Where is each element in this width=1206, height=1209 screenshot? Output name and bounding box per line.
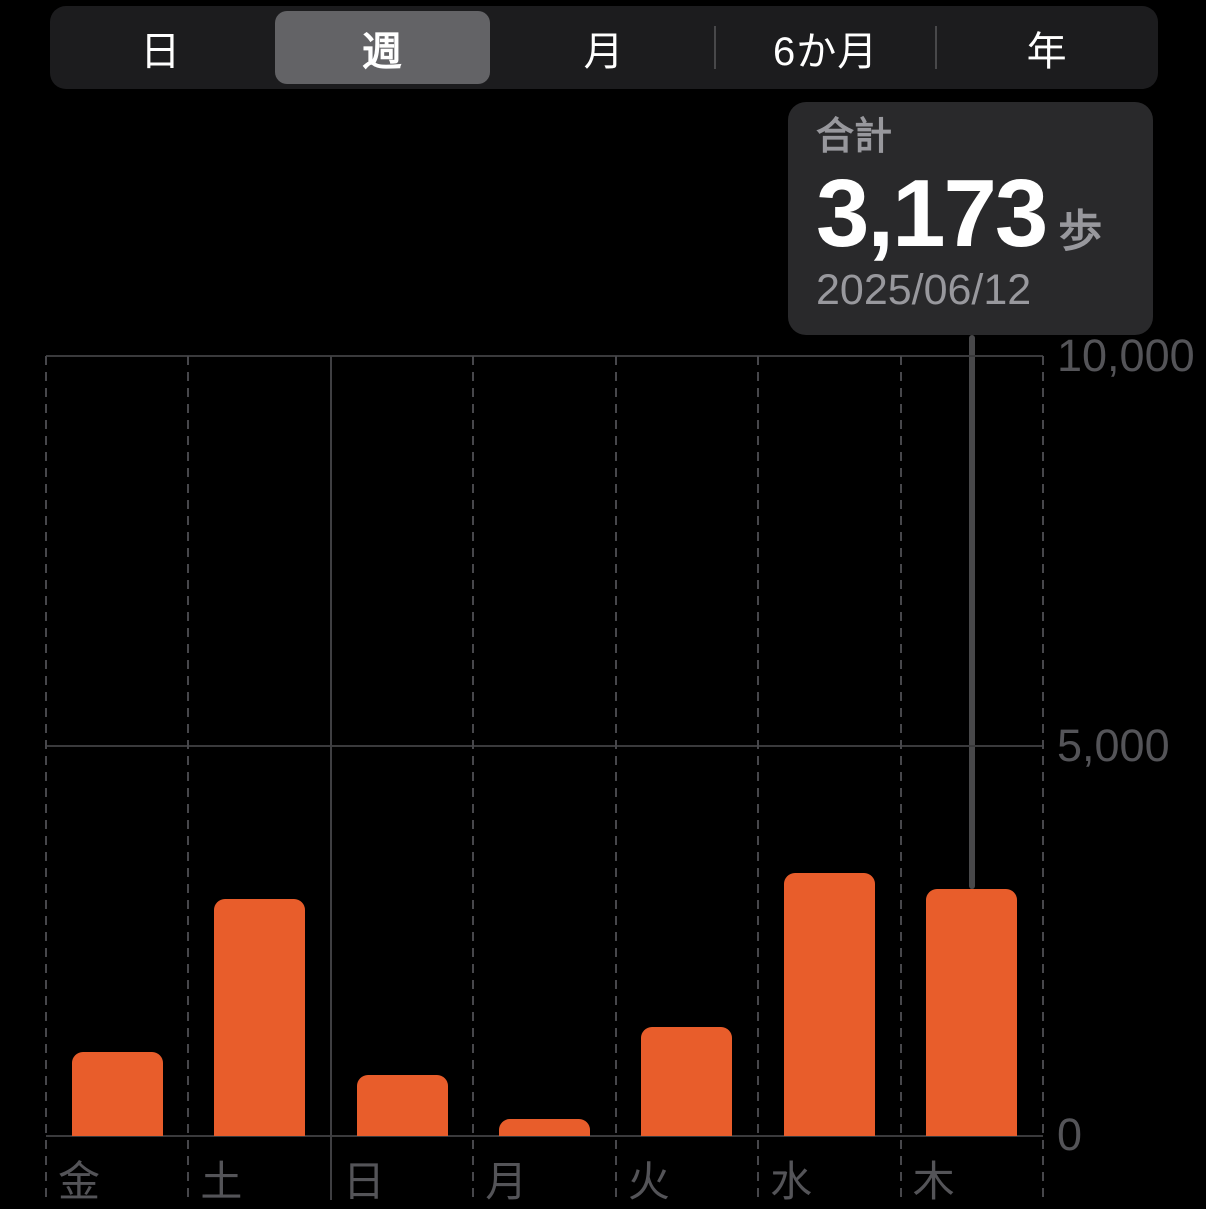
gridline-vertical-6	[899, 356, 902, 1200]
x-axis-label-金: 金	[58, 1158, 101, 1205]
x-axis-label-木: 木	[912, 1158, 955, 1205]
tab-year-label: 年	[1026, 29, 1068, 74]
gridline-vertical-0	[45, 356, 47, 1200]
tab-year[interactable]: 年	[935, 6, 1158, 89]
callout-date: 2025/06/12	[816, 266, 1032, 315]
gridline-vertical-2	[329, 356, 332, 1200]
chart-bar-金[interactable]	[71, 1051, 163, 1136]
gridline-vertical-5	[757, 356, 760, 1200]
gridline-vertical-3	[472, 356, 475, 1200]
gridline-horizontal-10000	[46, 355, 1043, 357]
chart-bar-月[interactable]	[499, 1118, 590, 1136]
chart-bar-火[interactable]	[641, 1026, 733, 1136]
tab-day[interactable]: 日	[50, 6, 272, 89]
gridline-horizontal-0	[46, 1135, 1043, 1137]
chart-bar-木[interactable]	[926, 888, 1018, 1136]
y-axis-label-5000: 5,000	[1057, 720, 1170, 771]
chart-bar-水[interactable]	[783, 873, 875, 1136]
gridline-horizontal-5000	[46, 745, 1043, 747]
tab-month-label: 月	[583, 29, 625, 74]
callout-title: 合計	[816, 116, 893, 158]
callout-value: 3,173	[816, 159, 1048, 267]
gridline-vertical-1	[187, 356, 190, 1200]
tab-week[interactable]: 週	[272, 6, 494, 89]
tab-day-label: 日	[140, 29, 182, 74]
callout-value-row: 3,173 歩	[816, 162, 1131, 266]
tab-month[interactable]: 月	[493, 6, 715, 89]
tab-six-months-label: 6か月	[772, 29, 879, 74]
gridline-vertical-4	[614, 356, 617, 1200]
callout-unit: 歩	[1058, 206, 1103, 256]
tab-week-label: 週	[361, 29, 403, 74]
y-axis-label-0: 0	[1057, 1109, 1083, 1160]
x-axis-label-土: 土	[200, 1158, 243, 1205]
y-axis-label-10000: 10,000	[1057, 330, 1195, 381]
x-axis-label-火: 火	[627, 1158, 670, 1205]
gridline-vertical-7	[1042, 356, 1044, 1200]
tab-six-months[interactable]: 6か月	[713, 6, 937, 89]
x-axis-label-月: 月	[485, 1158, 528, 1205]
chart-bar-土[interactable]	[214, 898, 306, 1136]
chart-bar-日[interactable]	[356, 1075, 448, 1136]
selection-callout: 合計 3,173 歩 2025/06/12	[788, 102, 1153, 335]
callout-pointer-line	[968, 335, 975, 889]
x-axis-label-日: 日	[342, 1158, 385, 1205]
period-segmented-control: 日 週 月 6か月 年	[50, 6, 1158, 89]
x-axis-label-水: 水	[770, 1158, 813, 1205]
